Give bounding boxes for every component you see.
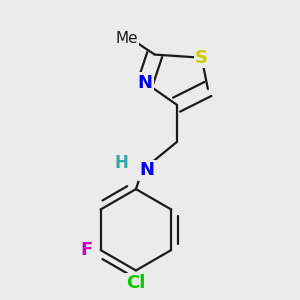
- Text: F: F: [80, 241, 93, 259]
- Text: N: N: [140, 161, 154, 179]
- Text: Me: Me: [115, 32, 138, 46]
- Text: S: S: [195, 49, 208, 67]
- Text: N: N: [138, 74, 153, 92]
- Text: Cl: Cl: [126, 274, 146, 292]
- Text: H: H: [115, 154, 129, 172]
